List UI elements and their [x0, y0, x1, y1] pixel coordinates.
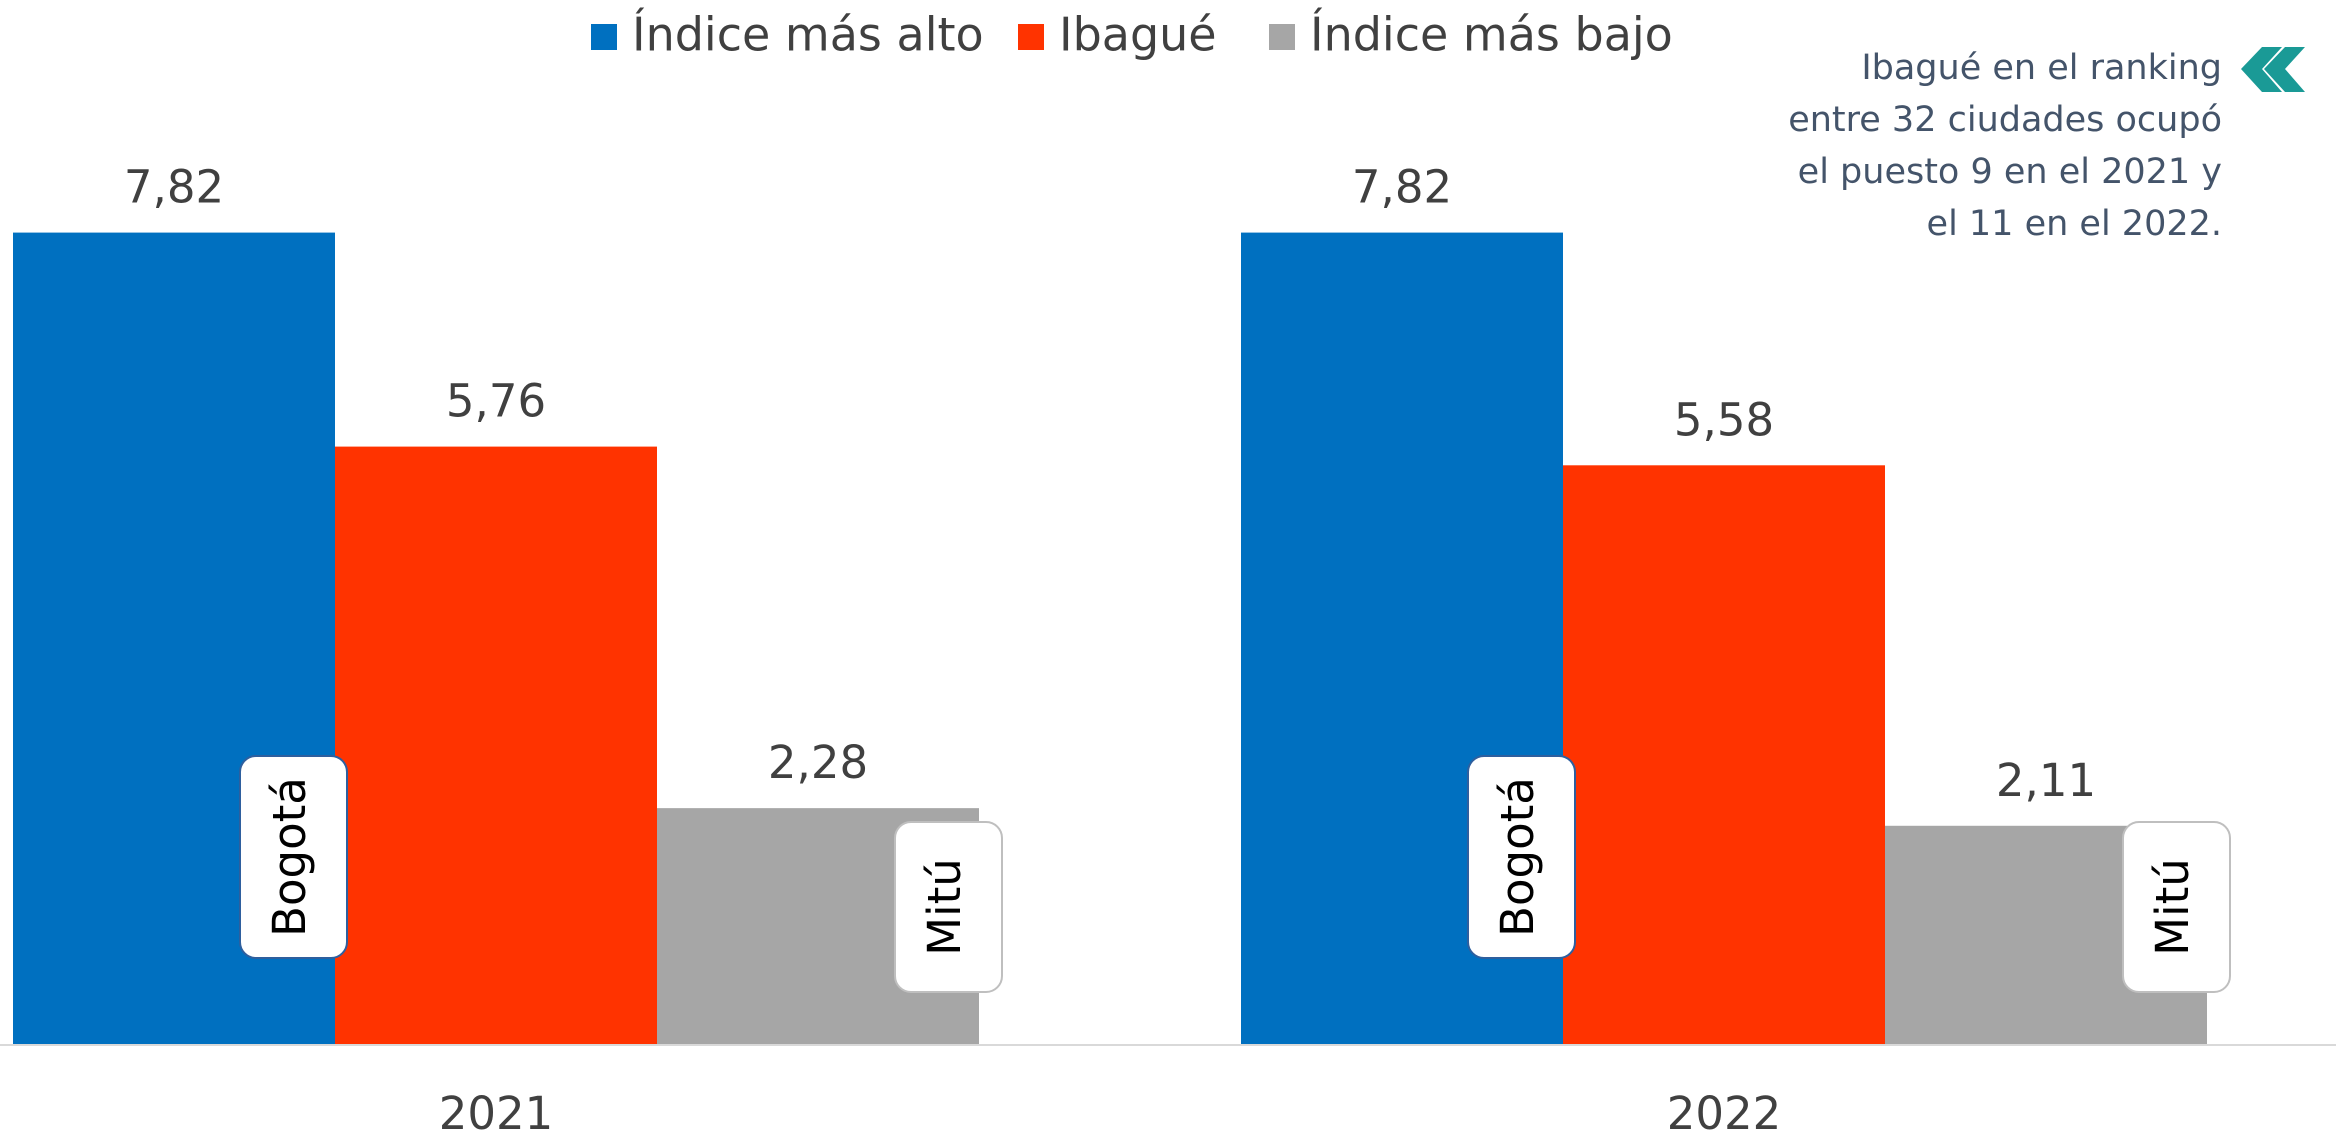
value-label: 7,82	[1352, 161, 1452, 214]
annotation: Ibagué en el ranking	[1861, 48, 2222, 88]
name-box	[239, 755, 348, 959]
legend-label: Ibagué	[1059, 8, 1217, 62]
name-label: Mitú	[918, 858, 971, 956]
value-label: 2,28	[768, 736, 868, 789]
bar	[1563, 465, 1885, 1045]
value-label: 7,82	[124, 161, 224, 214]
chevron-icon	[2241, 47, 2305, 92]
bar	[335, 446, 657, 1046]
legend-swatch	[1269, 24, 1295, 50]
legend-swatch	[591, 24, 617, 50]
name-box	[894, 821, 1003, 993]
legend-swatch	[1018, 24, 1044, 50]
name-label: Mitú	[2146, 858, 2199, 956]
value-label: 5,58	[1674, 393, 1774, 446]
name-label: Bogotá	[1491, 777, 1544, 937]
x-tick-label: 2022	[1667, 1087, 1782, 1133]
value-label: 5,76	[446, 375, 546, 428]
name-box	[1467, 755, 1576, 959]
annotation: el 11 en el 2022.	[1927, 204, 2222, 244]
x-tick-label: 2021	[439, 1087, 554, 1133]
legend-label: Índice más alto	[632, 8, 984, 62]
name-label: Bogotá	[263, 777, 316, 937]
legend-label: Índice más bajo	[1310, 8, 1673, 62]
value-label: 2,11	[1996, 754, 2096, 807]
name-box	[2122, 821, 2231, 993]
annotation: entre 32 ciudades ocupó	[1788, 100, 2222, 140]
annotation: el puesto 9 en el 2021 y	[1798, 152, 2222, 192]
